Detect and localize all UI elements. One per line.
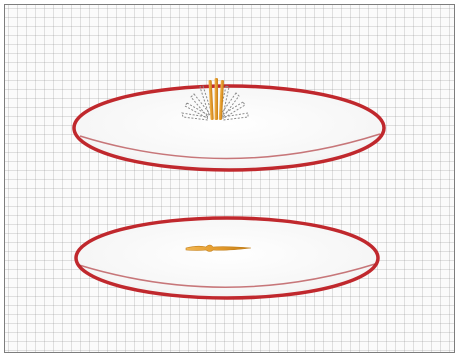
ghost-stick-left-2 bbox=[184, 102, 209, 119]
top-dish bbox=[72, 78, 386, 172]
bottom-dish bbox=[74, 216, 380, 300]
ghost-sticks bbox=[181, 85, 249, 121]
upright-stick-2 bbox=[214, 78, 218, 120]
ghost-stick-left-4 bbox=[199, 85, 213, 116]
grid-paper-background bbox=[4, 4, 455, 353]
ghost-stick-right-4 bbox=[222, 112, 249, 121]
upright-sticks bbox=[208, 78, 224, 121]
upright-stick-3 bbox=[218, 80, 224, 121]
upright-stick-1 bbox=[208, 80, 214, 120]
fallen-stick-shape bbox=[185, 244, 252, 252]
ghost-stick-left-3 bbox=[190, 93, 211, 117]
ghost-stick-right-2 bbox=[220, 92, 240, 117]
fallen-stick bbox=[185, 244, 252, 252]
bottom-dish-body bbox=[74, 216, 380, 300]
ghost-stick-left-1 bbox=[181, 112, 209, 121]
top-dish-rim-shadow bbox=[79, 133, 381, 160]
top-dish-body bbox=[72, 84, 386, 172]
ghost-stick-right-3 bbox=[221, 101, 246, 119]
bottom-dish-rim-shadow bbox=[78, 263, 376, 288]
